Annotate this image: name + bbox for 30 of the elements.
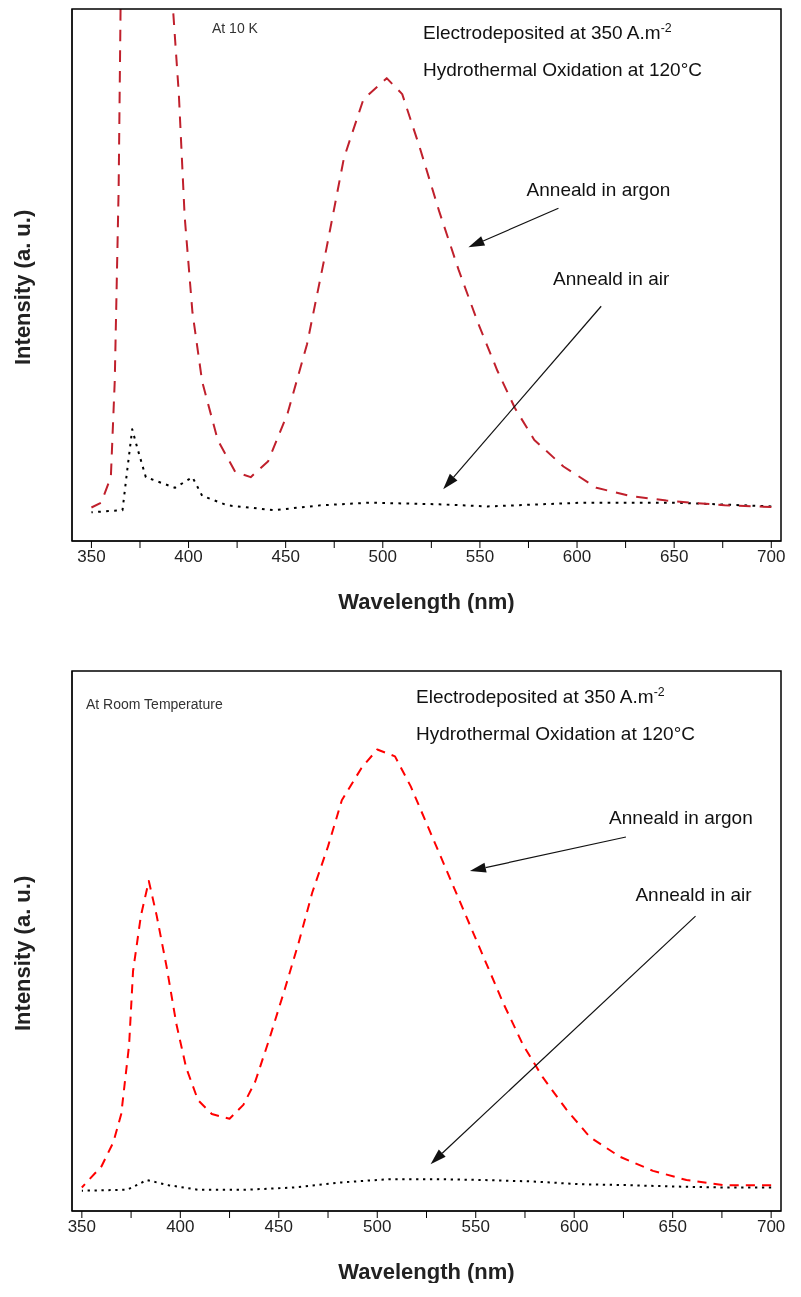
x-axis-title: Wavelength (nm) <box>338 1259 515 1284</box>
x-tick-label: 500 <box>368 547 397 567</box>
x-tick-label: 400 <box>166 1217 195 1237</box>
x-tick-label: 450 <box>271 547 300 567</box>
annotation: Anneald in argon <box>526 179 671 201</box>
y-axis-title: Intensity (a. u.) <box>9 209 35 365</box>
x-tick-label: 700 <box>757 547 786 567</box>
x-tick-label: 350 <box>77 547 106 567</box>
text: At Room Temperature <box>86 696 223 712</box>
x-tick-label: 650 <box>659 547 689 567</box>
x-tick-label: 350 <box>67 1217 97 1237</box>
text: Electrodeposited at 350 A.m$^{-2}$ <box>416 685 665 707</box>
annotation: Anneald in air <box>553 268 670 290</box>
x-tick-label: 550 <box>465 547 495 567</box>
annotation: Hydrothermal Oxidation at 120°C <box>423 59 703 80</box>
annotation: Anneald in argon <box>609 807 753 829</box>
x-tick-label: 600 <box>562 547 592 567</box>
annotation: Electrodeposited at 350 A.m$^{-2}$ <box>423 21 672 43</box>
x-tick-label: 600 <box>560 1217 589 1237</box>
text: Hydrothermal Oxidation at 120°C <box>416 723 696 744</box>
annotation: At 10 K <box>212 20 259 36</box>
annotation: Anneald in air <box>635 884 753 906</box>
x-tick-label: 700 <box>756 1217 786 1237</box>
x-tick-label: 400 <box>174 547 203 567</box>
x-tick-label: 650 <box>658 1217 687 1237</box>
x-axis-title: Wavelength (nm) <box>338 589 515 614</box>
x-tick-label: 500 <box>363 1217 392 1237</box>
y-axis-title: Intensity (a. u.) <box>9 875 35 1031</box>
x-tick-label: 550 <box>461 1217 490 1237</box>
x-tick-label: 450 <box>264 1217 293 1237</box>
